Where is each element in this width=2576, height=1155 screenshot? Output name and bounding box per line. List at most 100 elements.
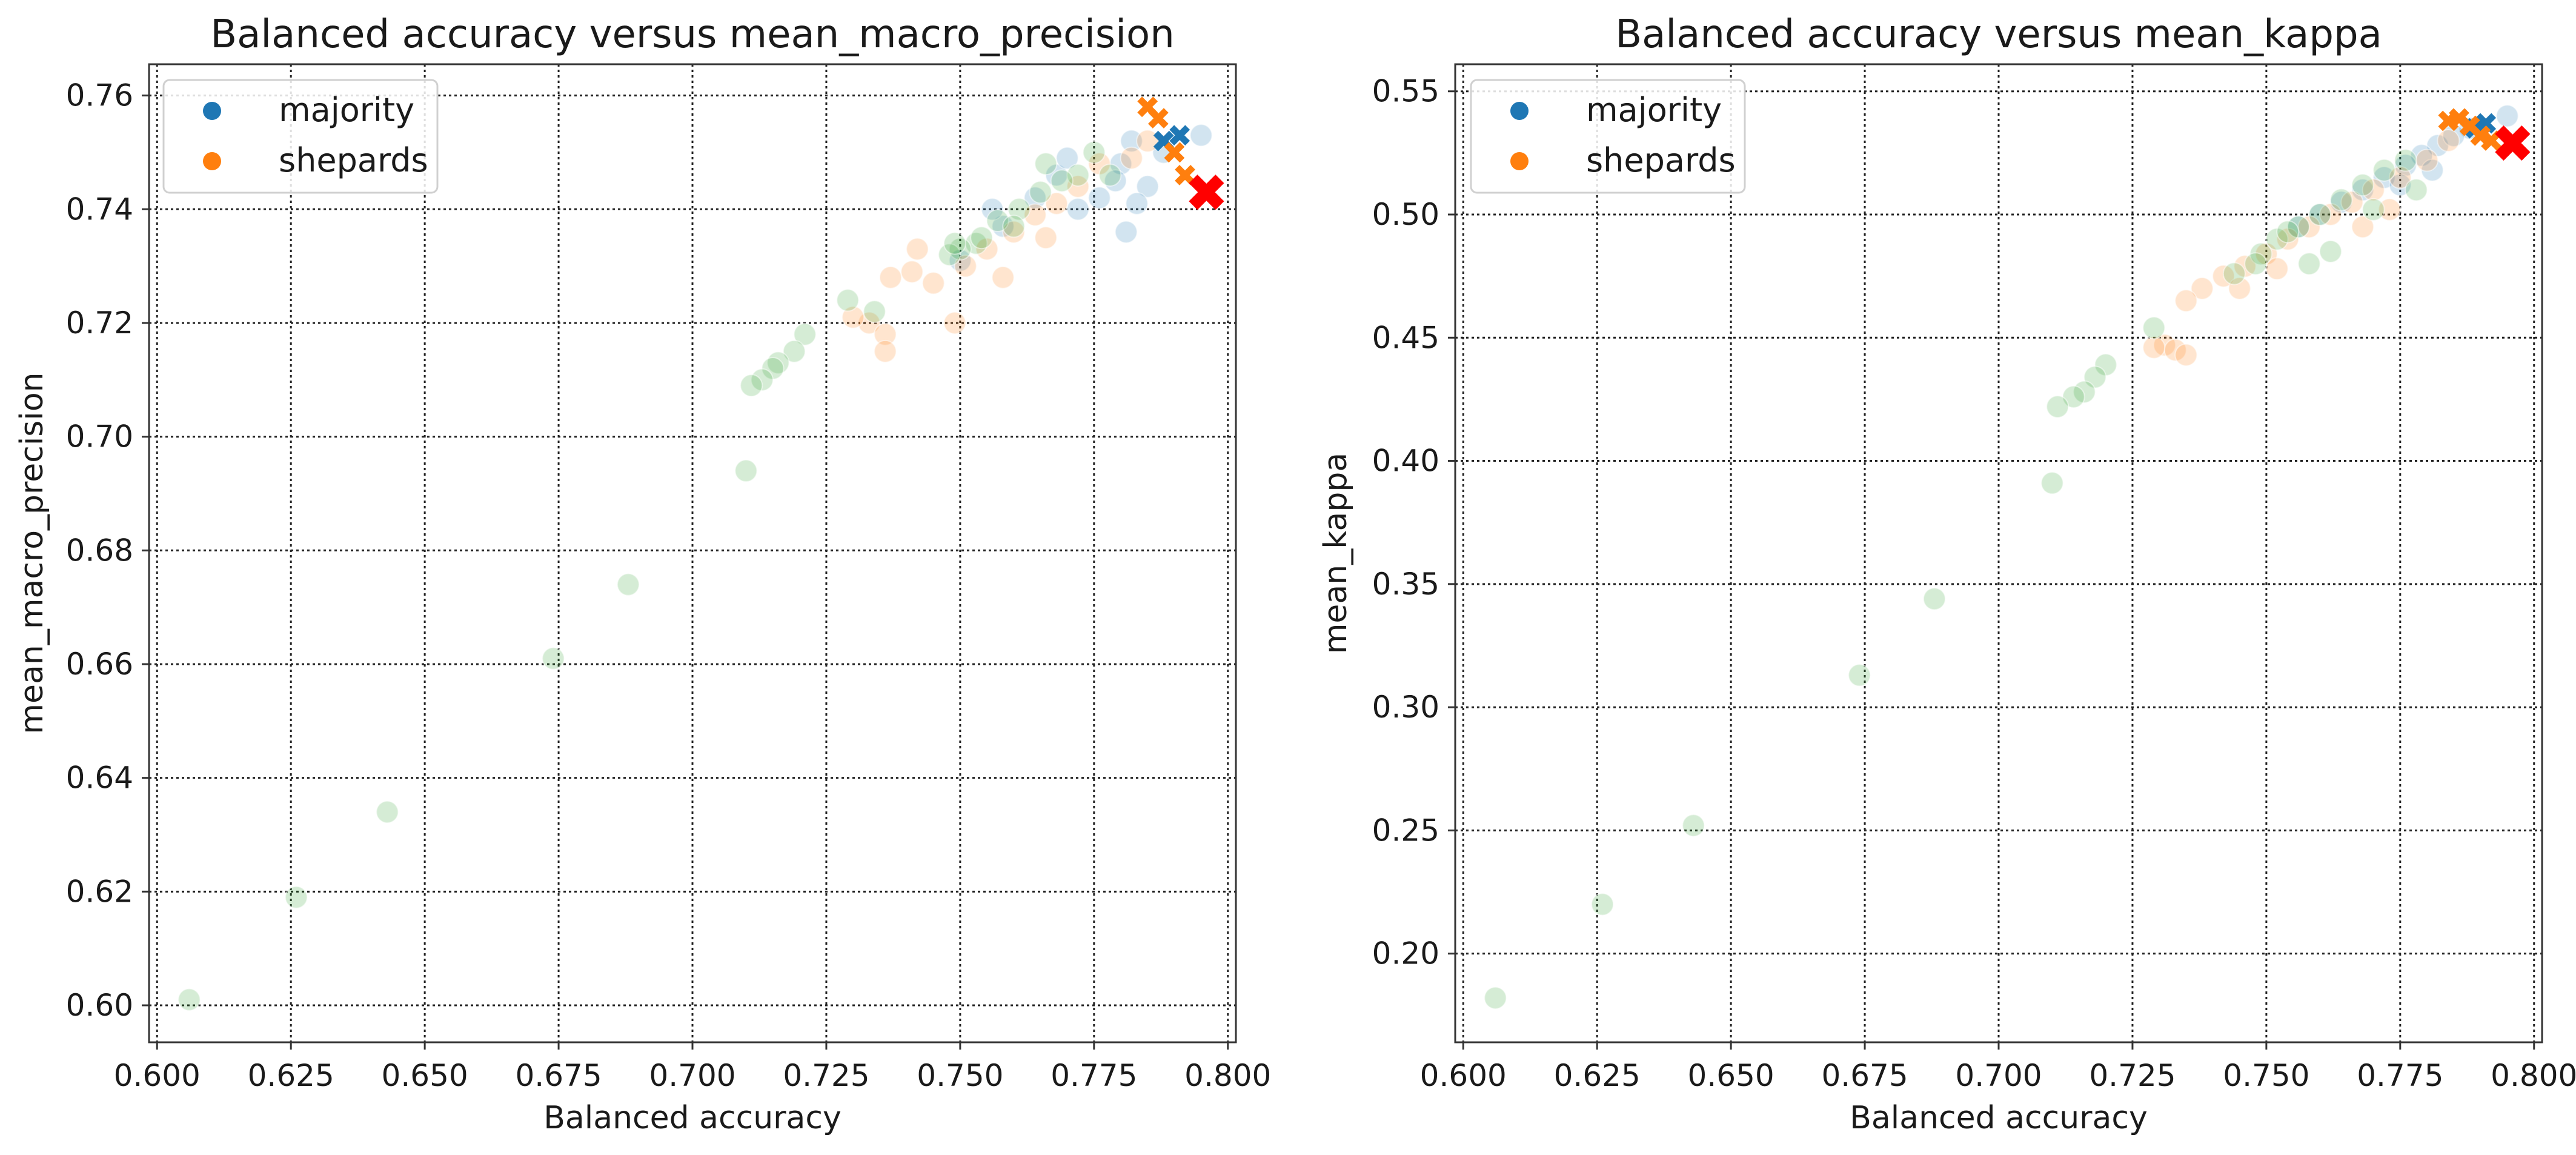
x-marker [1169, 125, 1190, 146]
legend-label-shepards: shepards [279, 141, 428, 179]
data-point [900, 260, 924, 284]
data-point [1098, 163, 1122, 187]
axis-ticks: 0.600 0.625 0.650 0.675 0.700 0.725 0.750 0.775… [66, 78, 1272, 1093]
data-point [750, 368, 774, 391]
y-tick-label: 0.20 [1372, 936, 1439, 971]
x-tick-label: 0.750 [917, 1058, 1003, 1093]
data-point [2276, 220, 2300, 244]
data-point [1029, 181, 1052, 204]
data-point [1922, 587, 1946, 611]
data-point [938, 243, 961, 267]
data-point [2351, 215, 2374, 239]
plot-frame [148, 63, 1237, 1043]
legend-marker-shepards [1510, 152, 1529, 170]
data-point [2394, 153, 2417, 177]
x-tick-label: 0.725 [783, 1058, 869, 1093]
panel-precision: Balanced accuracy versus mean_macro_prec… [14, 12, 1271, 1136]
plot-frame [1454, 63, 2543, 1043]
y-tick-label: 0.72 [66, 305, 133, 341]
x-tick-label: 0.675 [515, 1058, 602, 1093]
data-point [376, 800, 399, 824]
x-axis-label: Balanced accuracy [543, 1100, 842, 1136]
data-point [2073, 380, 2096, 404]
x-tick-label: 0.700 [1955, 1058, 2042, 1093]
legend-box [1470, 79, 1746, 194]
x-marker [2475, 113, 2497, 134]
data-point [2495, 104, 2519, 128]
data-point [2286, 215, 2310, 239]
data-point [793, 322, 817, 346]
y-tick-label: 0.66 [66, 647, 133, 682]
data-point [734, 459, 758, 482]
data-point [1682, 814, 1705, 837]
data-point [2329, 188, 2353, 211]
x-tick-label: 0.775 [1051, 1058, 1137, 1093]
chart-title: Balanced accuracy versus mean_kappa [1615, 12, 2382, 57]
legend-label-shepards: shepards [1586, 141, 1736, 179]
data-point [2405, 178, 2428, 202]
data-point [970, 226, 994, 250]
data-point [878, 265, 902, 289]
x-tick-label: 0.800 [1184, 1058, 1271, 1093]
legend-marker-majority [1510, 102, 1529, 120]
data-point [1848, 664, 1871, 687]
data-point [2437, 129, 2460, 153]
data-point [921, 271, 945, 295]
data-point [2378, 198, 2402, 221]
x-tick-label: 0.650 [382, 1058, 468, 1093]
x-axis-label: Balanced accuracy [1850, 1100, 2148, 1136]
panel-kappa: Balanced accuracy versus mean_kappa 0.60… [1318, 12, 2576, 1136]
x-marker [1164, 142, 1185, 163]
data-point [1034, 152, 1058, 176]
legend-label-majority: majority [279, 91, 414, 129]
y-tick-label: 0.74 [66, 191, 133, 227]
data-point [2308, 202, 2332, 226]
data-points [1484, 104, 2531, 1010]
data-point [2297, 252, 2321, 276]
data-point [975, 237, 999, 261]
x-tick-label: 0.625 [248, 1058, 334, 1093]
legend: majority shepards [1470, 79, 1746, 194]
data-point [874, 339, 897, 363]
data-point [2228, 276, 2251, 300]
legend-label-majority: majority [1586, 91, 1722, 129]
chart-title: Balanced accuracy versus mean_macro_prec… [210, 12, 1175, 57]
y-tick-label: 0.76 [66, 78, 133, 113]
gridlines [149, 64, 1236, 1042]
data-point [542, 647, 565, 670]
y-tick-label: 0.40 [1372, 444, 1439, 479]
data-point [906, 237, 929, 261]
data-point [178, 988, 201, 1011]
data-point [1044, 191, 1068, 215]
data-point [980, 198, 1004, 221]
data-point [943, 311, 967, 335]
y-tick-label: 0.68 [66, 533, 133, 568]
y-axis-label: mean_kappa [1318, 453, 1354, 654]
data-point [2190, 276, 2214, 300]
x-tick-label: 0.800 [2491, 1058, 2576, 1093]
legend-marker-shepards [203, 152, 221, 170]
data-point [2394, 148, 2417, 172]
data-point [1120, 146, 1143, 170]
data-point [740, 374, 763, 398]
data-point [1055, 146, 1079, 170]
x-tick-label: 0.675 [1821, 1058, 1908, 1093]
data-point [991, 265, 1015, 289]
data-point [2362, 198, 2385, 221]
data-point [285, 885, 308, 909]
data-point [1002, 220, 1026, 244]
x-marker [2470, 125, 2491, 146]
data-point [2222, 262, 2246, 285]
data-point [1189, 124, 1213, 147]
x-tick-label: 0.650 [1688, 1058, 1774, 1093]
x-marker [1147, 108, 1169, 129]
data-point [782, 339, 806, 363]
data-point [863, 300, 886, 324]
data-point [2351, 173, 2374, 197]
data-point [1136, 175, 1160, 198]
data-point [2040, 471, 2064, 495]
data-point [2046, 395, 2070, 419]
data-point [1087, 186, 1111, 210]
data-point [2244, 252, 2268, 276]
